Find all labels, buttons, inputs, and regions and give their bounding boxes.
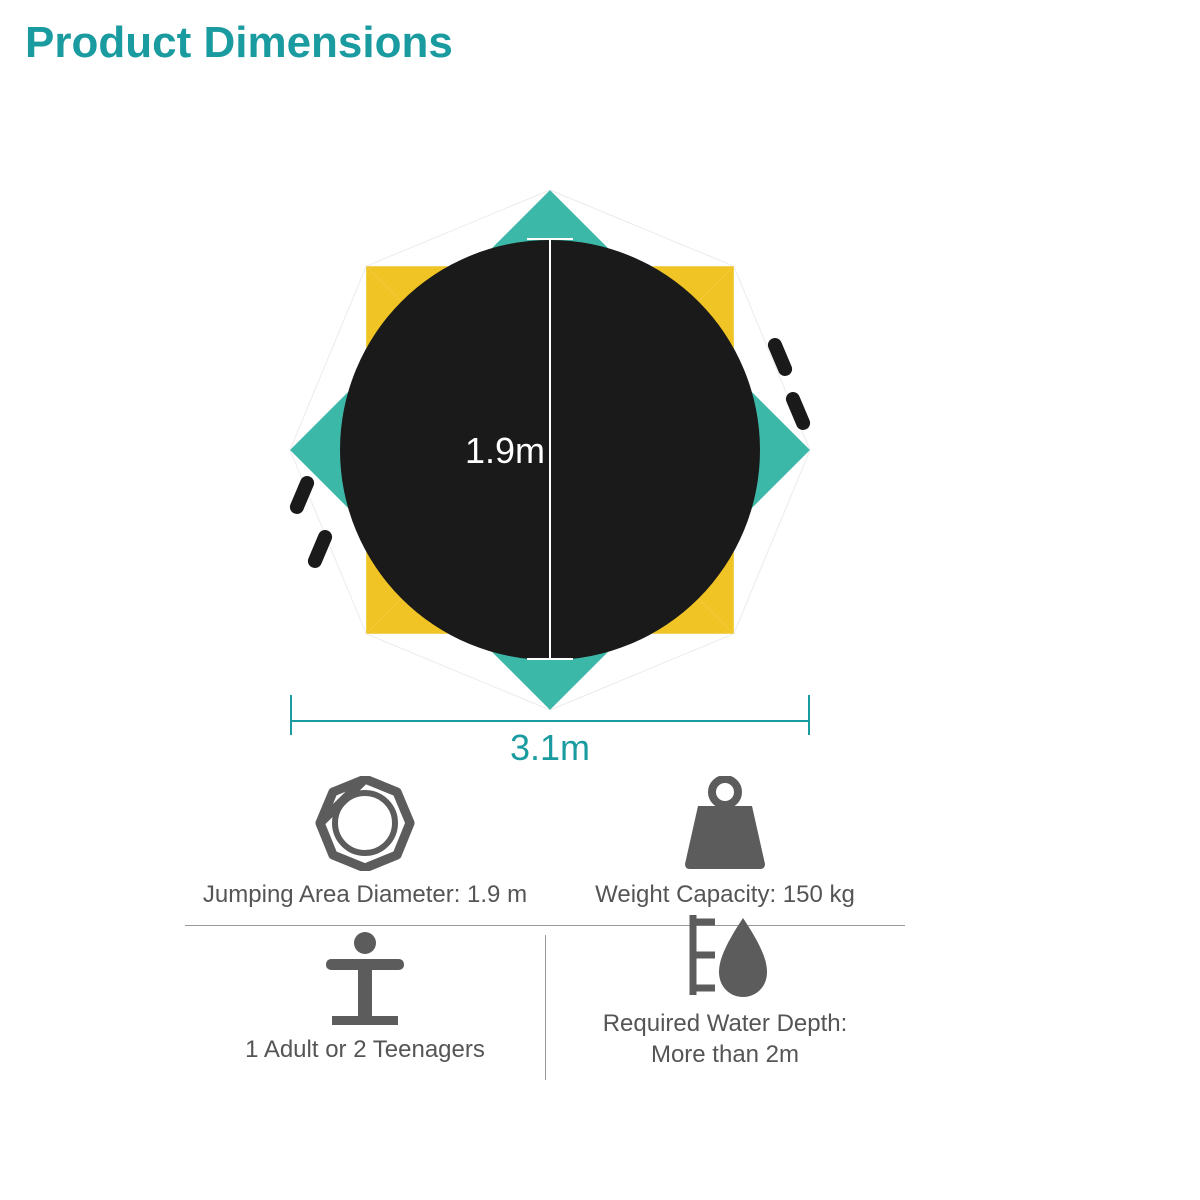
spec-diameter-label: Jumping Area Diameter: 1.9 m bbox=[203, 879, 527, 910]
specs-grid: Jumping Area Diameter: 1.9 m Weight Capa… bbox=[185, 780, 905, 1090]
outer-width-label: 3.1m bbox=[290, 727, 810, 769]
diameter-indicator-line bbox=[549, 240, 551, 660]
trampoline-diagram: 1.9m bbox=[290, 190, 810, 710]
spec-depth-line2: More than 2m bbox=[651, 1041, 799, 1068]
diameter-tick-bottom bbox=[527, 658, 573, 660]
divider-horizontal bbox=[185, 925, 905, 926]
spec-weight-label: Weight Capacity: 150 kg bbox=[595, 879, 855, 910]
water-depth-icon bbox=[675, 910, 775, 1000]
spec-capacity-label: 1 Adult or 2 Teenagers bbox=[245, 1034, 485, 1065]
spec-water-depth: Required Water Depth: More than 2m bbox=[545, 935, 905, 1085]
trampoline-icon bbox=[315, 776, 415, 871]
spec-depth-line1: Required Water Depth: bbox=[603, 1010, 848, 1037]
person-icon bbox=[315, 931, 415, 1026]
spec-capacity: 1 Adult or 2 Teenagers bbox=[185, 935, 545, 1080]
weight-icon bbox=[675, 776, 775, 871]
page-title: Product Dimensions bbox=[25, 18, 453, 68]
width-line bbox=[290, 720, 810, 722]
inner-diameter-label: 1.9m bbox=[465, 430, 545, 472]
spec-depth-label: Required Water Depth: More than 2m bbox=[603, 1008, 848, 1070]
spec-weight-capacity: Weight Capacity: 150 kg bbox=[545, 780, 905, 925]
diameter-tick-top bbox=[527, 238, 573, 240]
spec-jumping-diameter: Jumping Area Diameter: 1.9 m bbox=[185, 780, 545, 925]
